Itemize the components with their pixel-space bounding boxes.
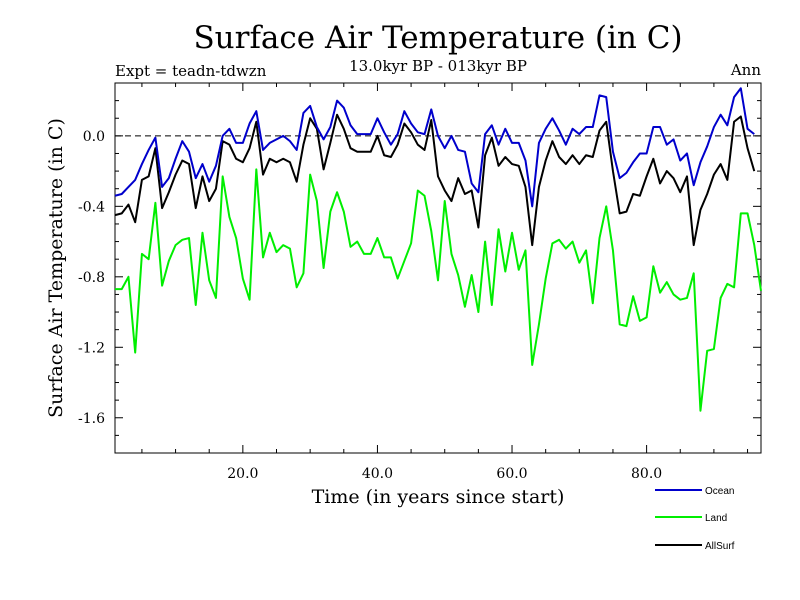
x-tick-label: 80.0 (631, 466, 662, 482)
legend-label-ocean: Ocean (705, 486, 734, 497)
series-line-ocean (114, 87, 755, 208)
chart-subtitle: 13.0kyr BP - 013kyr BP (349, 57, 527, 75)
chart-title: Surface Air Temperature (in C) (193, 20, 682, 56)
legend-label-land: Land (705, 513, 727, 524)
y-tick-label: -1.2 (78, 340, 105, 356)
y-tick-label: -0.8 (78, 270, 105, 286)
series-line-land (115, 168, 762, 412)
x-tick-label: 60.0 (496, 466, 527, 482)
x-tick-label: 40.0 (362, 466, 393, 482)
legend: Ocean Land AllSurf (655, 486, 735, 552)
series-lines (114, 87, 762, 412)
experiment-label: Expt = teadn-tdwzn (115, 62, 267, 80)
plot-frame (114, 82, 762, 454)
y-tick-label: 0.0 (83, 129, 105, 145)
y-axis-label: Surface Air Temperature (in C) (45, 118, 67, 418)
x-axis-label: Time (in years since start) (312, 486, 565, 508)
season-label: Ann (730, 61, 761, 79)
y-tick-label: -1.6 (78, 411, 105, 427)
x-tick-label: 20.0 (227, 466, 258, 482)
y-tick-label: -0.4 (78, 199, 105, 215)
legend-label-allsurf: AllSurf (705, 541, 735, 552)
axis-ticks: 20.0 40.0 60.0 80.0 0.0 -0.4 -0.8 -1.2 -1.6 (78, 83, 761, 482)
series-line-allsurf (114, 113, 756, 247)
